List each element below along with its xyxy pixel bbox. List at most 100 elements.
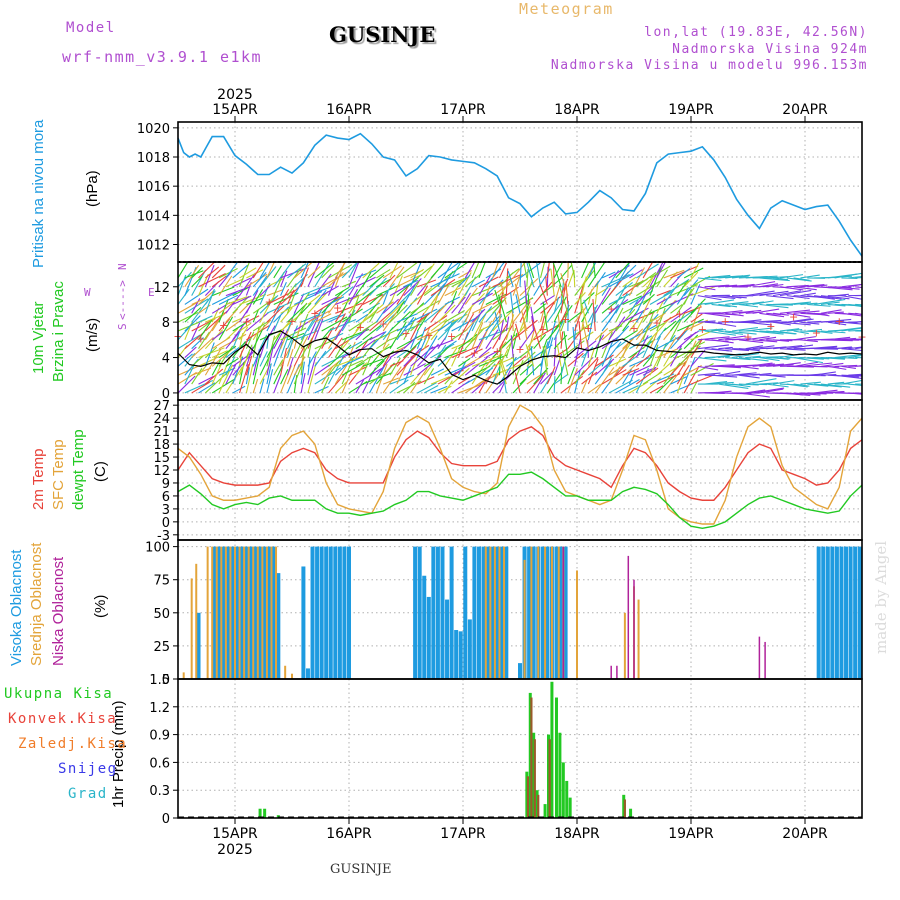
wind-arrow [293,277,305,296]
cloud-bar-high_cloud [324,546,329,679]
wind-arrow [711,381,734,385]
wind-arrow [697,302,714,306]
wind-arrow [485,350,499,359]
cloud-bar-high_cloud [848,546,853,679]
wind-arrow [827,311,844,314]
wind-arrow [526,269,529,287]
wind-arrow [581,302,593,323]
wind-arrow [594,332,603,358]
wind-arrow [718,330,744,335]
wind-arrow [567,366,575,385]
wind-arrow [499,359,507,385]
wind-arrow [375,343,390,358]
wind-arrow [594,272,606,288]
wind-arrow [677,280,691,288]
cloud-bar-high_cloud [426,596,431,679]
wind-arrow [745,327,773,332]
wind-arrow [697,295,722,301]
wind-arrow [629,269,643,279]
wind-arrow [642,377,662,394]
wind-arrow [410,308,438,323]
cloud-bar-mid_cloud [291,673,293,679]
wind-arrow [635,314,646,332]
wind-gust-mark: + [287,315,296,328]
wind-arrow [663,320,677,332]
wind-arrow [178,302,198,314]
panel-frame [177,678,863,819]
wind-arrow [608,379,633,394]
wind-arrow [601,304,619,323]
wind-arrow [731,372,757,376]
wind-arrow [492,286,519,305]
wind-arrow [246,269,264,279]
wind-arrow [669,312,686,341]
wind-arrow [348,331,365,341]
wind-arrow [396,300,405,314]
wind-arrow [191,355,204,367]
wind-arrow [211,330,225,341]
wind-arrow [273,265,282,279]
wind-arrow [649,322,665,332]
y-tick-label: 1012 [137,239,170,254]
wind-arrow [471,322,484,349]
wind-arrow [608,308,618,323]
wind-arrow [218,267,238,279]
wind-arrow [218,298,229,323]
wind-arrow [587,304,599,323]
wind-arrow [499,278,513,296]
wind-arrow [191,322,201,341]
wind-arrow [321,365,334,385]
wind-arrow [444,347,458,367]
wind-arrow [629,364,653,376]
wind-arrow [300,267,310,287]
legend-hail: Grad [68,786,108,802]
wind-arrow [307,356,311,376]
wind-arrow [676,287,690,305]
wind-arrow [592,299,596,332]
wind-arrow [416,333,429,358]
wind-arrow [670,293,694,305]
wind-arrow [697,344,730,350]
y-tick-label: 3 [162,503,170,518]
wind-arrow [557,314,562,340]
wind-arrow [327,356,344,385]
wind-arrow [560,366,563,385]
wind-arrow [423,305,445,323]
wind-arrow [615,292,628,314]
wind-arrow [752,387,785,394]
wind-arrows [178,262,862,398]
cloud-bar-mid_cloud [215,546,218,679]
wind-arrow [510,292,514,314]
wind-arrow [745,345,763,350]
wind-arrow [738,374,760,379]
wind-arrow [642,262,654,279]
wind-arrow [410,262,422,287]
wind-arrow [745,301,764,306]
wind-arrow [533,334,547,350]
wind-arrow [492,307,515,332]
wind-arrow [773,362,801,367]
wind-arrow [417,312,430,323]
wind-arrow [218,357,231,385]
wind-arrow [615,325,630,341]
wind-arrow [779,289,812,297]
wind-arrow [300,262,310,279]
wind-arrow [403,284,416,305]
cloud-bar-high_cloud [230,546,235,679]
wind-arrow [286,339,294,358]
wind-arrow [328,337,343,358]
wind-arrow [369,364,386,394]
wind-arrow [503,377,507,394]
wind-arrow [683,308,697,323]
wind-arrow [759,277,790,282]
wind-arrow [663,336,677,358]
wind-arrow [273,306,290,323]
wind-arrow [307,286,332,297]
wind-arrow [642,293,655,305]
wind-arrow [841,327,862,332]
wind-arrow [677,318,704,332]
wind-arrow [437,356,449,367]
wind-arrow [314,318,324,341]
wind-arrow [581,264,595,288]
wind-gust-mark: + [607,302,616,315]
